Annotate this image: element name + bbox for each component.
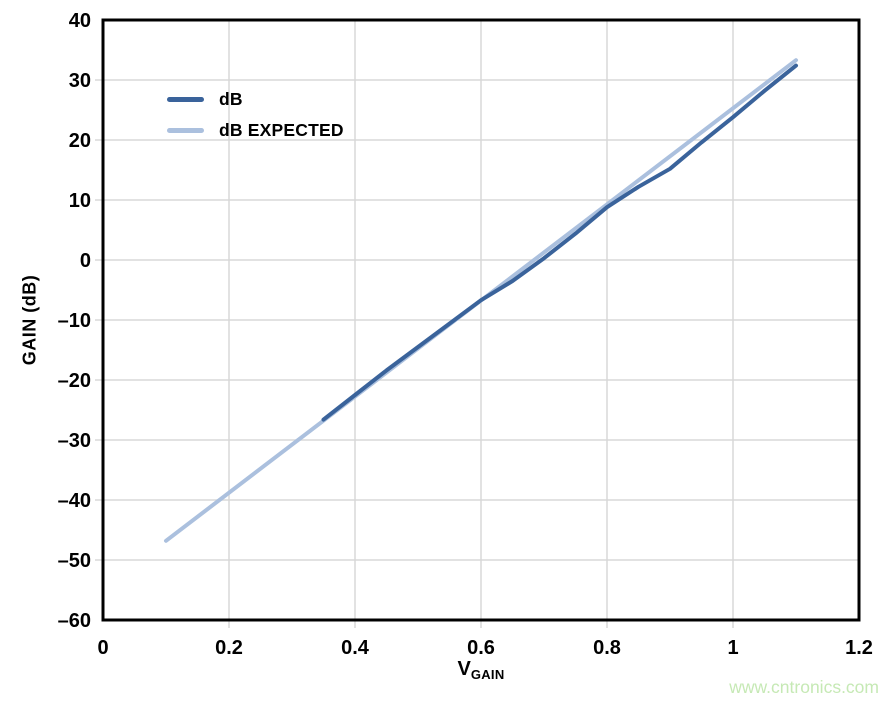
plot-border [101, 18, 861, 622]
y-tick-label: 20 [69, 130, 91, 152]
x-tick-label: 0.6 [467, 637, 495, 659]
series-line-db [321, 63, 798, 422]
x-axis-title-sub: GAIN [470, 667, 505, 682]
watermark: www.cntronics.com [729, 677, 879, 697]
y-tick-label: –20 [58, 370, 91, 392]
x-tick-label: 0.8 [593, 637, 621, 659]
y-tick-label: –40 [58, 490, 91, 512]
legend-entry-db: dB [167, 84, 344, 115]
legend: dB dB EXPECTED [167, 84, 344, 146]
y-tick-label: –60 [58, 610, 91, 632]
y-tick-label: 30 [69, 70, 91, 92]
y-axis-title: GAIN (dB) [19, 274, 40, 366]
y-tick-label: –30 [58, 430, 91, 452]
x-axis-title: VGAIN [103, 658, 859, 682]
x-tick-label: 0 [97, 637, 108, 659]
x-tick-label: 1.2 [845, 637, 873, 659]
legend-label-db-expected: dB EXPECTED [219, 120, 344, 140]
y-tick-label: 0 [80, 250, 91, 272]
y-tick-label: 40 [69, 10, 91, 32]
y-tick-label: –10 [58, 310, 91, 332]
x-tick-label: 1 [727, 637, 738, 659]
legend-swatch-db-expected [167, 128, 204, 133]
x-tick-label: 0.2 [215, 637, 243, 659]
y-tick-label: –50 [58, 550, 91, 572]
x-axis-title-main: V [457, 658, 471, 680]
legend-entry-db-expected: dB EXPECTED [167, 115, 344, 146]
legend-label-db: dB [219, 89, 243, 109]
legend-swatch-db [167, 97, 204, 102]
x-tick-label: 0.4 [341, 637, 370, 659]
y-tick-label: 10 [69, 190, 91, 212]
